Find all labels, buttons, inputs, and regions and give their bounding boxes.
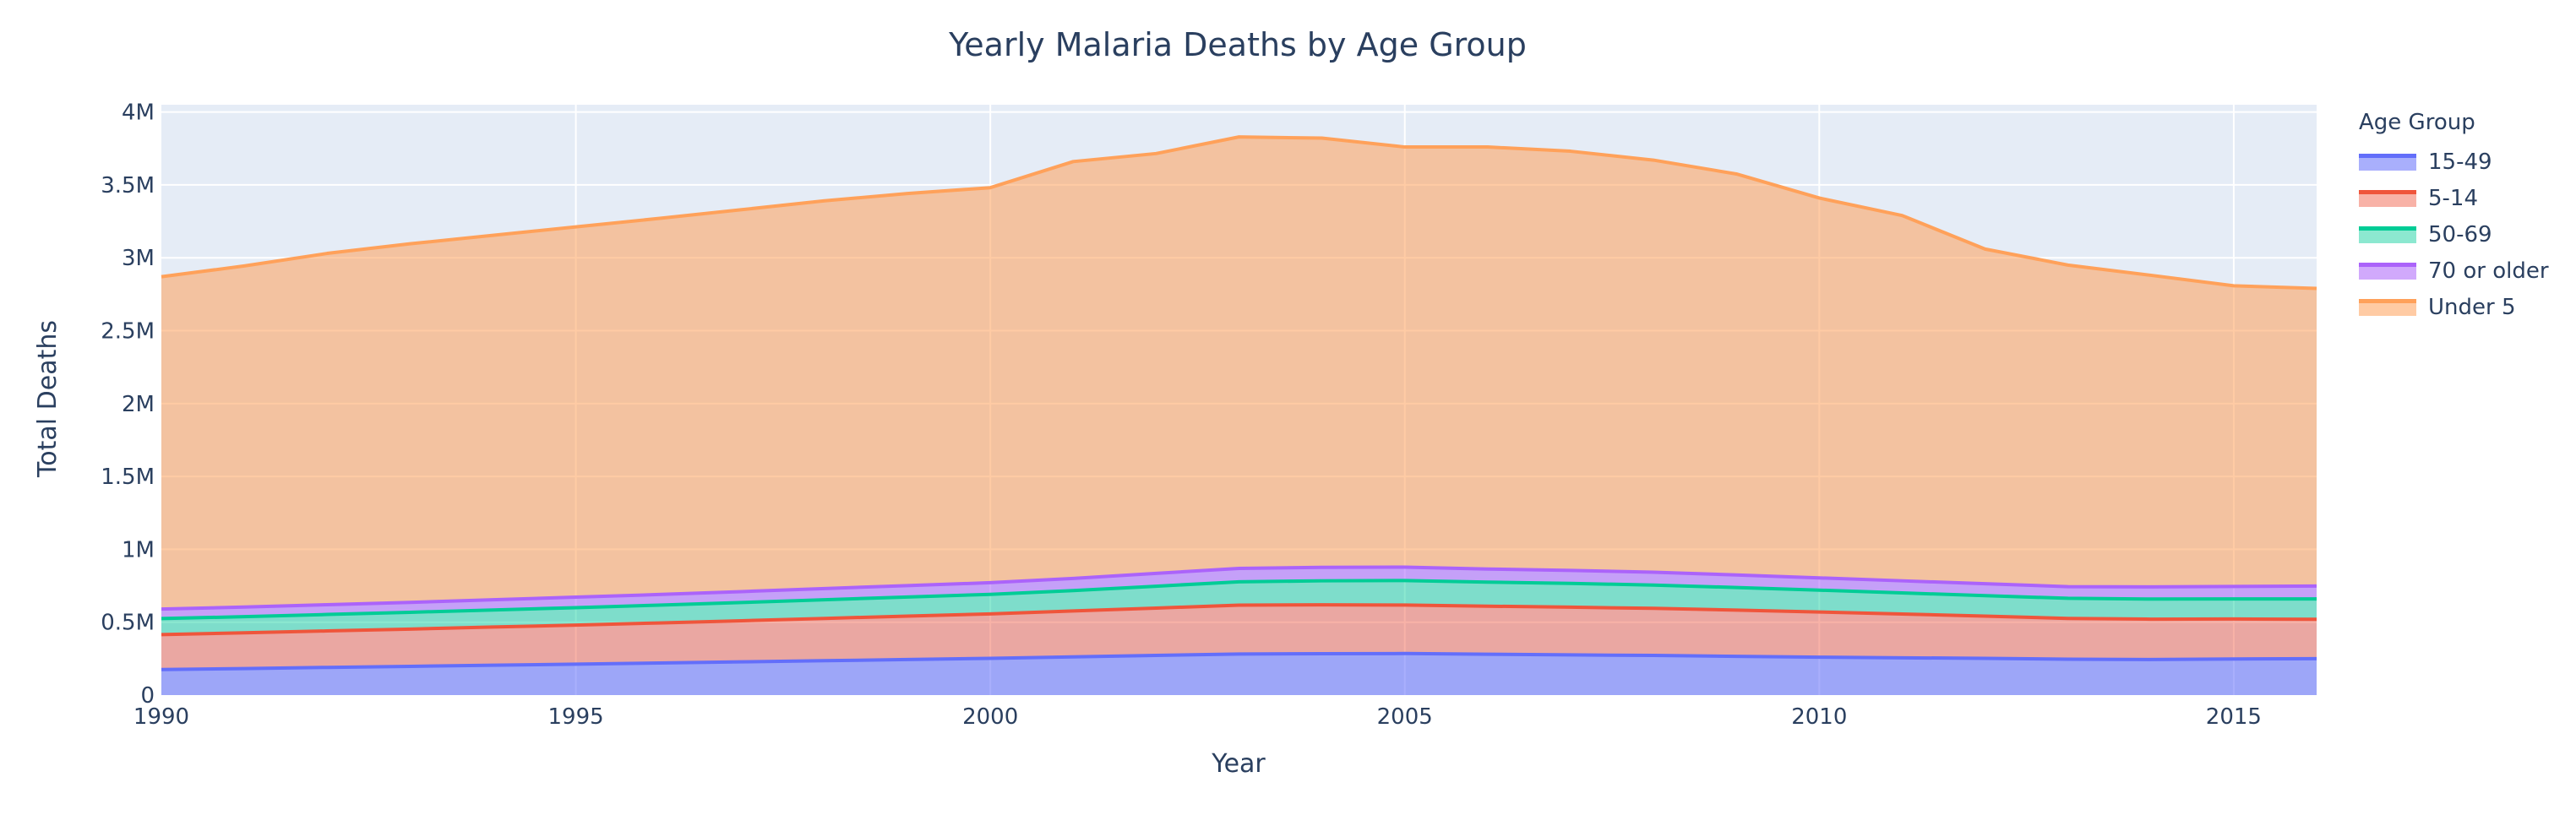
y-tick-label: 3M	[122, 246, 155, 271]
legend-label: 50-69	[2428, 221, 2492, 247]
legend-label: 5-14	[2428, 185, 2479, 211]
legend-swatch	[2359, 189, 2416, 207]
y-tick-label: 4M	[122, 101, 155, 126]
legend: Age Group 15-49 5-14 50-69 70 or older Under…	[2359, 110, 2549, 325]
legend-label: 15-49	[2428, 149, 2492, 175]
line-5-14	[161, 603, 2317, 637]
y-tick-label: 1M	[122, 537, 155, 562]
y-tick-label: 0.5M	[101, 611, 155, 636]
y-tick-label: 1.5M	[101, 465, 155, 490]
legend-swatch	[2359, 226, 2416, 243]
x-tick-labels: 1990 1995 2000 2005 2010 2015	[133, 704, 2262, 730]
series-lines	[161, 135, 2317, 671]
legend-label: Under 5	[2428, 294, 2516, 320]
y-tick-label: 3.5M	[101, 173, 155, 198]
area-under-5	[161, 137, 2317, 610]
legend-swatch	[2359, 262, 2416, 280]
legend-label: 70 or older	[2428, 258, 2549, 284]
y-tick-label: 2.5M	[101, 319, 155, 345]
x-axis-label: Year	[1211, 749, 1266, 779]
legend-title: Age Group	[2359, 110, 2475, 135]
legend-swatch	[2359, 298, 2416, 316]
y-tick-labels: 0 0.5M 1M 1.5M 2M 2.5M 3M 3.5M 4M	[101, 101, 155, 709]
legend-item-5-14[interactable]: 5-14	[2359, 180, 2549, 216]
legend-item-under-5[interactable]: Under 5	[2359, 289, 2549, 325]
x-tick-label: 2010	[1791, 704, 1847, 730]
line-70-or-older	[161, 565, 2317, 611]
x-tick-label: 1995	[547, 704, 603, 730]
legend-item-15-49[interactable]: 15-49	[2359, 144, 2549, 180]
line-15-49	[161, 651, 2317, 671]
y-tick-label: 2M	[122, 392, 155, 417]
legend-item-50-69[interactable]: 50-69	[2359, 216, 2549, 253]
legend-item-70-or-older[interactable]: 70 or older	[2359, 253, 2549, 289]
y-axis-label: Total Deaths	[33, 320, 63, 478]
legend-swatch	[2359, 153, 2416, 171]
area-70-or-older	[161, 567, 2317, 619]
x-tick-label: 2000	[962, 704, 1018, 730]
legend-items: 15-49 5-14 50-69 70 or older Under 5	[2359, 144, 2549, 325]
x-tick-label: 2005	[1377, 704, 1433, 730]
area-5-14	[161, 605, 2317, 670]
x-tick-label: 2015	[2206, 704, 2262, 730]
y-tick-label: 0	[140, 683, 155, 709]
line-50-69	[161, 579, 2317, 621]
x-tick-label: 1990	[133, 704, 189, 730]
chart-title: Yearly Malaria Deaths by Age Group	[948, 26, 1527, 63]
line-under-5	[161, 135, 2317, 291]
